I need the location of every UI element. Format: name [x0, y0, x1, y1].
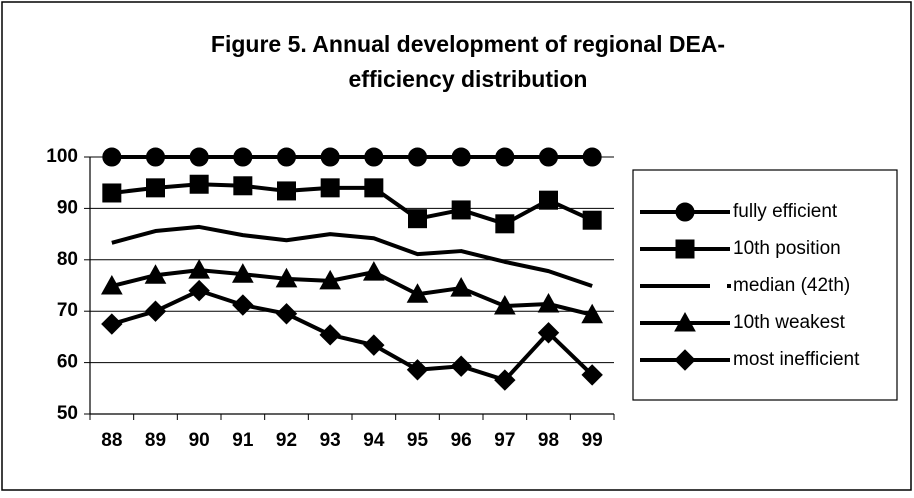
data-point — [539, 190, 558, 210]
y-tick-label: 90 — [57, 197, 78, 218]
data-point — [362, 261, 385, 281]
series-line — [111, 224, 593, 288]
data-point — [406, 283, 429, 303]
y-tick-label: 70 — [57, 300, 78, 321]
data-point — [408, 147, 427, 167]
data-point — [189, 174, 209, 194]
data-point — [495, 214, 515, 234]
x-tick-label: 90 — [189, 430, 210, 451]
x-tick-label: 97 — [494, 430, 515, 451]
data-point — [450, 277, 473, 297]
legend-marker — [674, 349, 696, 371]
data-point — [188, 279, 210, 302]
data-point — [146, 147, 165, 167]
data-point — [363, 334, 385, 356]
data-point — [277, 181, 296, 201]
y-tick-label: 50 — [57, 403, 78, 424]
data-point — [101, 313, 123, 335]
x-tick-label: 88 — [101, 430, 122, 451]
data-point — [233, 176, 253, 196]
data-point — [364, 178, 384, 198]
data-point — [102, 183, 122, 203]
y-tick-label: 80 — [57, 249, 78, 270]
legend-marker — [675, 202, 695, 222]
x-tick-label: 92 — [276, 430, 297, 451]
series-line — [111, 268, 593, 317]
data-point — [233, 147, 253, 167]
chart-title: Figure 5. Annual development of regional… — [211, 31, 725, 57]
data-point — [582, 210, 602, 230]
x-tick-label: 99 — [582, 430, 603, 451]
data-point — [144, 300, 167, 322]
y-tick-label: 100 — [46, 146, 78, 167]
data-point — [451, 147, 471, 167]
legend-marker — [674, 311, 696, 332]
data-point — [320, 178, 340, 198]
data-point — [582, 147, 602, 167]
data-point — [406, 359, 429, 381]
data-point — [275, 303, 298, 325]
data-point — [493, 295, 516, 315]
legend-label: most inefficient — [733, 349, 860, 370]
data-point — [231, 263, 254, 283]
data-point — [537, 292, 560, 313]
x-tick-label: 93 — [320, 430, 341, 451]
data-point — [450, 355, 472, 377]
chart-title: efficiency distribution — [349, 66, 588, 92]
data-point — [451, 200, 471, 220]
x-tick-label: 94 — [363, 430, 385, 451]
data-point — [581, 303, 604, 324]
x-tick-label: 89 — [145, 430, 166, 451]
data-point — [539, 147, 558, 167]
x-tick-label: 96 — [451, 430, 472, 451]
x-tick-label: 95 — [407, 430, 429, 451]
data-point — [320, 147, 340, 167]
data-point — [189, 147, 209, 167]
data-point — [277, 147, 296, 167]
data-point — [102, 147, 122, 167]
data-point — [188, 259, 211, 279]
legend-line — [727, 284, 731, 288]
y-tick-label: 60 — [57, 352, 78, 373]
data-point — [100, 274, 123, 295]
legend-label: 10th weakest — [733, 312, 846, 333]
data-point — [494, 369, 516, 391]
legend-label: fully efficient — [733, 201, 838, 222]
data-point — [364, 147, 384, 167]
legend-label: 10th position — [733, 238, 841, 259]
data-point — [319, 269, 342, 290]
data-point — [408, 209, 427, 229]
data-point — [537, 322, 560, 344]
data-point — [146, 178, 165, 198]
data-point — [232, 294, 254, 316]
data-point — [144, 264, 167, 284]
legend-label: median (42th) — [733, 275, 850, 296]
legend-marker — [675, 239, 695, 259]
data-point — [581, 364, 603, 386]
x-tick-label: 91 — [232, 430, 254, 451]
data-point — [275, 267, 298, 288]
data-point — [319, 324, 341, 346]
x-tick-label: 98 — [538, 430, 559, 451]
data-point — [495, 147, 515, 167]
